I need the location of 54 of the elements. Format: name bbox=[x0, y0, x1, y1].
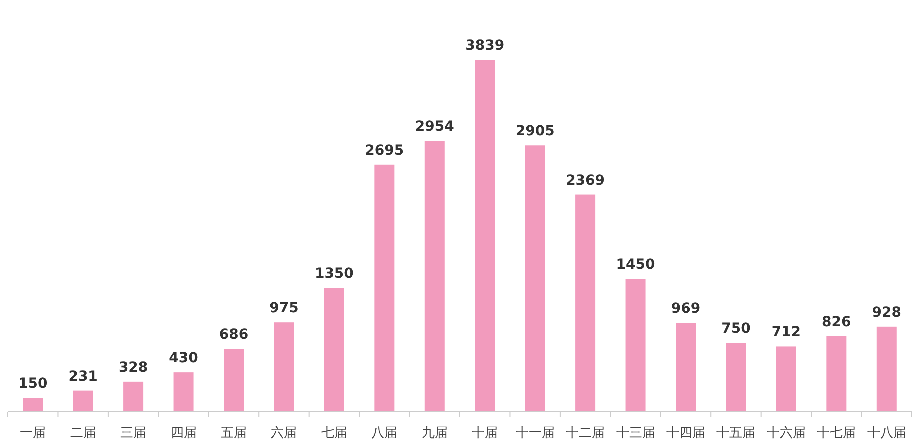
bar bbox=[274, 322, 294, 412]
data-label: 686 bbox=[219, 327, 249, 344]
x-tick-label: 十八届 bbox=[867, 426, 906, 441]
data-label: 2695 bbox=[365, 142, 404, 159]
data-label: 150 bbox=[18, 376, 48, 392]
bar bbox=[124, 382, 144, 412]
x-tick-label: 三届 bbox=[120, 426, 147, 441]
bar bbox=[324, 288, 344, 412]
data-label: 231 bbox=[68, 368, 98, 385]
data-label: 3839 bbox=[466, 38, 505, 54]
x-tick-label: 八届 bbox=[372, 426, 398, 441]
x-tick-label: 十五届 bbox=[716, 426, 756, 441]
bar bbox=[374, 164, 395, 412]
bar bbox=[726, 343, 746, 412]
bar bbox=[475, 60, 496, 412]
bar bbox=[73, 390, 94, 412]
bar bbox=[576, 194, 596, 412]
bar bbox=[876, 326, 897, 412]
x-tick-label: 四届 bbox=[170, 426, 197, 441]
data-label: 750 bbox=[722, 321, 752, 338]
x-tick-label: 七届 bbox=[321, 426, 348, 441]
bar bbox=[626, 279, 646, 412]
data-label: 969 bbox=[671, 301, 701, 318]
bar bbox=[525, 146, 546, 412]
bar bbox=[776, 346, 796, 412]
x-tick-label: 二届 bbox=[70, 426, 96, 441]
x-tick-label: 十四届 bbox=[666, 426, 706, 441]
data-label: 1450 bbox=[616, 257, 656, 274]
bar bbox=[23, 398, 44, 412]
data-label: 2954 bbox=[415, 119, 455, 136]
x-tick-label: 十一届 bbox=[516, 426, 555, 441]
x-tick-label: 六届 bbox=[271, 426, 298, 441]
bar bbox=[224, 349, 244, 412]
x-tick-label: 九届 bbox=[422, 426, 448, 441]
bar bbox=[424, 141, 445, 412]
data-label: 1350 bbox=[314, 266, 354, 282]
x-tick-label: 十六届 bbox=[766, 426, 806, 441]
x-tick-label: 十届 bbox=[472, 426, 498, 441]
data-label: 328 bbox=[118, 360, 148, 376]
x-tick-label: 十七届 bbox=[817, 426, 856, 441]
bar bbox=[676, 323, 696, 412]
data-label: 430 bbox=[169, 350, 199, 367]
data-label: 826 bbox=[822, 314, 852, 330]
x-tick-label: 十三届 bbox=[616, 426, 656, 441]
x-tick-label: 十二届 bbox=[566, 426, 606, 441]
data-label: 975 bbox=[270, 300, 299, 317]
x-tick-label: 一届 bbox=[20, 426, 46, 441]
data-label: 2369 bbox=[566, 172, 606, 189]
x-tick-label: 五届 bbox=[221, 426, 247, 441]
data-label: 2905 bbox=[516, 124, 555, 140]
data-label: 712 bbox=[772, 324, 802, 341]
data-label: 928 bbox=[872, 304, 902, 321]
bar bbox=[174, 372, 194, 412]
bar bbox=[826, 336, 847, 412]
